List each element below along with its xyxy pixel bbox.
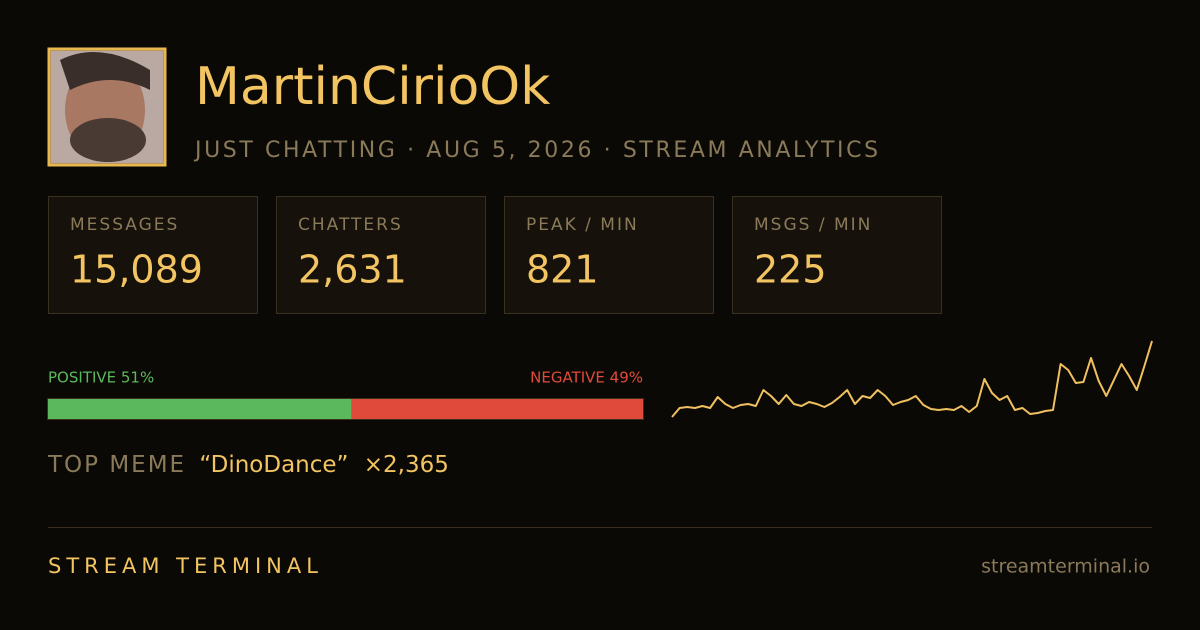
stat-label: PEAK / MIN — [526, 215, 639, 235]
top-meme-label: TOP MEME — [47, 452, 186, 478]
streamer-name: MartinCirioOk — [195, 57, 550, 117]
top-meme: TOP MEME “DinoDance” ×2,365 — [47, 452, 449, 478]
stat-value: 225 — [754, 248, 827, 292]
stat-box — [276, 196, 486, 314]
stat-label: CHATTERS — [298, 215, 403, 235]
subtitle: JUST CHATTING · AUG 5, 2026 · STREAM ANA… — [193, 138, 881, 163]
url[interactable]: streamterminal.io — [981, 556, 1150, 578]
positive-bar — [48, 399, 352, 419]
bar-frame — [47, 398, 644, 420]
top-meme-name: “DinoDance” — [199, 452, 348, 478]
positive-label: POSITIVE 51% — [48, 369, 154, 387]
avatar — [47, 47, 167, 167]
stat-label: MESSAGES — [70, 215, 179, 235]
brand: STREAM TERMINAL — [48, 554, 323, 578]
stat-value: 15,089 — [70, 248, 203, 292]
negative-label: NEGATIVE 49% — [530, 369, 643, 387]
stat-label: MSGS / MIN — [754, 215, 872, 235]
stat-box — [504, 196, 714, 314]
stat-box — [48, 196, 258, 314]
stat-box — [732, 196, 942, 314]
stat-value: 821 — [526, 248, 599, 292]
sparkline — [671, 340, 1153, 418]
stat-value: 2,631 — [298, 248, 407, 292]
negative-bar — [351, 399, 643, 419]
top-meme-count: ×2,365 — [364, 452, 449, 478]
